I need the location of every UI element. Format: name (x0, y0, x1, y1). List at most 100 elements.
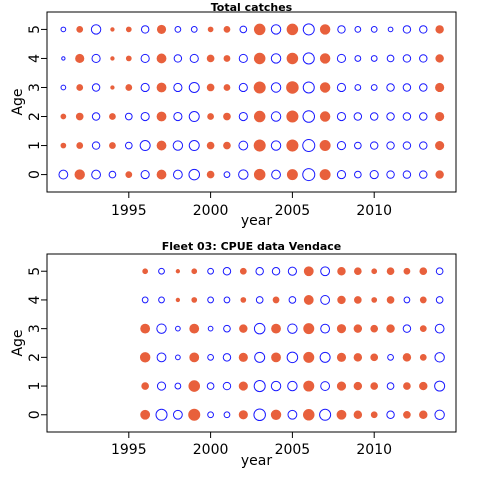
panel2-bubble-positive (403, 410, 411, 419)
panel2-bubble-positive (271, 323, 281, 334)
panel1-bubble-positive (319, 169, 331, 181)
panel1-bubble-negative (188, 111, 200, 123)
panel1-bubble-negative (270, 82, 282, 93)
panel1-bubble-negative (60, 26, 67, 33)
panel2-bubble-positive (141, 382, 149, 390)
panel2-bubble-positive (353, 353, 363, 362)
panel2-bubble-positive (371, 297, 378, 303)
panel2-bubble-positive (140, 409, 151, 420)
panel2-bubble-negative (287, 409, 298, 420)
panel2-bubble-negative (158, 267, 165, 275)
panel2-bubble-positive (239, 324, 248, 333)
panel2-bubble-positive (303, 266, 314, 277)
panel1-bubble-positive (207, 26, 214, 33)
panel2-bubble-negative (141, 296, 149, 304)
panel2-bubble-negative (434, 323, 445, 334)
panel1-bubble-negative (172, 140, 184, 151)
panel2-bubble-negative (287, 323, 298, 334)
panel1-bubble-negative (238, 82, 248, 93)
panel1-bubble-negative (270, 140, 282, 151)
panel2-bubble-positive (336, 409, 347, 420)
panel1-bubble-negative (369, 170, 379, 180)
panel1-bubble-positive (206, 141, 215, 150)
panel1-x-tick-label: 2005 (275, 203, 311, 219)
panel1-bubble-negative (302, 52, 315, 65)
panel1-bubble-negative (189, 53, 199, 64)
panel2-bubble-positive (303, 295, 314, 305)
panel2-bubble-negative (175, 354, 181, 361)
panel1-bubble-negative (386, 141, 395, 150)
panel2-bubble-negative (386, 410, 395, 419)
panel2-bubble-positive (336, 352, 347, 362)
panel1-bubble-positive (223, 55, 231, 62)
panel1-bubble-negative (91, 169, 101, 180)
panel1-bubble-positive (253, 52, 266, 65)
panel2-bubble-negative (207, 325, 214, 332)
panel2-bubble-positive (370, 353, 379, 362)
panel2-bubble-negative (386, 382, 395, 390)
panel2-bubble-positive (419, 296, 427, 304)
panel1-bubble-negative (369, 141, 379, 150)
panel1-bubble-positive (223, 26, 231, 33)
panel2-bubble-negative (402, 324, 412, 333)
panel2-bubble-positive (175, 269, 181, 274)
panel1-bubble-positive (286, 23, 299, 36)
panel2-bubble-negative (207, 411, 214, 419)
panel1-bubble-positive (110, 56, 115, 61)
panel1-bubble-negative (302, 168, 316, 182)
panel1-bubble-negative (173, 54, 183, 63)
panel1-bubble-negative (173, 111, 183, 122)
panel1-bubble-negative (140, 111, 150, 122)
panel1-bubble-negative (302, 139, 316, 153)
panel2-y-tick-label: 1 (27, 382, 43, 391)
panel1-bubble-positive (286, 139, 299, 152)
panel1-bubble-negative (188, 168, 201, 181)
panel1-bubble-positive (60, 113, 67, 120)
panel1-bubble-negative (140, 82, 150, 93)
panel2-bubble-negative (207, 353, 214, 361)
panel1-bubble-positive (319, 24, 331, 35)
panel1-bubble-positive (206, 54, 215, 63)
panel2-bubble-positive (354, 267, 362, 276)
panel2-y-tick-label: 5 (27, 267, 43, 276)
panel2-bubble-positive (370, 324, 379, 333)
panel1-bubble-negative (386, 83, 395, 92)
panel1-bubble-negative (402, 141, 412, 150)
panel2-bubble-negative (253, 380, 266, 393)
panel1-bubble-negative (188, 81, 200, 93)
panel2-bubble-positive (238, 381, 248, 391)
panel2-bubble-positive (354, 296, 362, 304)
panel2-bubble-positive (403, 382, 411, 390)
panel2-bubble-negative (175, 325, 181, 332)
panel1-bubble-negative (336, 111, 347, 122)
panel1-bubble-negative (91, 53, 101, 64)
panel2-x-tick-label: 1995 (111, 442, 147, 458)
panel1-bubble-negative (336, 82, 347, 93)
panel1-chart-title: Total catches (211, 1, 293, 14)
panel2-bubble-positive (271, 352, 281, 363)
panel2-y-tick-label: 0 (27, 410, 43, 419)
panel1-bubble-negative (270, 53, 282, 64)
panel1-bubble-negative (370, 84, 378, 91)
panel1-bubble-positive (223, 84, 231, 91)
panel2-bubble-negative (286, 351, 299, 364)
panel1-bubble-negative (370, 26, 378, 33)
panel2-bubble-positive (238, 410, 248, 420)
panel2-bubble-positive (353, 410, 363, 419)
panel1-bubble-negative (124, 141, 133, 150)
panel2-bubble-negative (320, 295, 331, 305)
panel2-bubble-negative (223, 296, 231, 304)
panel2-bubble-positive (303, 351, 315, 363)
panel1-bubble-positive (319, 82, 331, 93)
panel1-bubble-negative (353, 112, 363, 121)
panel1-bubble-negative (239, 25, 248, 34)
panel2-bubble-positive (419, 353, 427, 361)
panel1-bubble-positive (109, 142, 116, 149)
panel1-bubble-negative (172, 169, 183, 180)
panel1-bubble-negative (386, 54, 395, 63)
panel1-bubble-positive (156, 53, 167, 64)
panel2-bubble-positive (419, 410, 428, 419)
panel2-bubble-positive (336, 324, 347, 334)
panel2-bubble-negative (271, 267, 281, 276)
panel2-chart-title: Fleet 03: CPUE data Vendace (162, 240, 342, 253)
